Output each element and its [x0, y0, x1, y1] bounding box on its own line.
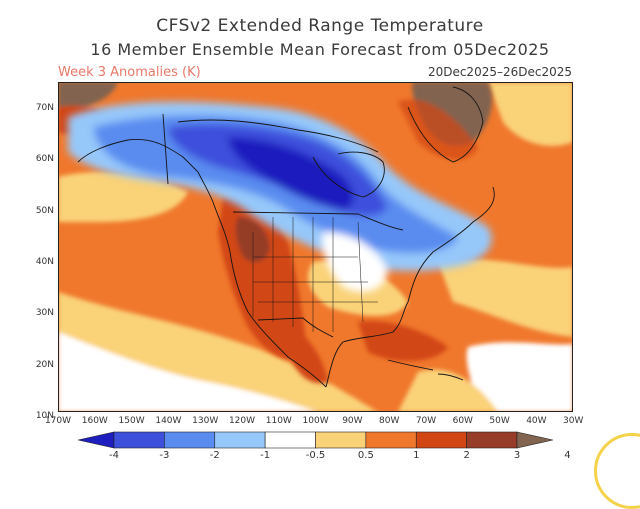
- colorbar-label: -0.5: [305, 450, 326, 461]
- lon-label: 50W: [489, 416, 510, 426]
- anomaly-greenland-red: [398, 99, 478, 160]
- colorbar-label: -2: [209, 450, 220, 461]
- anomaly-atlantic-yellow2: [398, 369, 498, 412]
- coastline-west: [212, 201, 327, 388]
- colorbar-segment: [415, 431, 467, 449]
- lon-label: 150W: [118, 416, 145, 426]
- anomaly-subtitle: Week 3 Anomalies (K): [58, 65, 201, 80]
- lon-label: 110W: [265, 416, 292, 426]
- lon-label: 120W: [228, 416, 256, 426]
- map-border: [58, 82, 573, 412]
- lat-label: 70N: [35, 103, 54, 113]
- lon-label: 70W: [415, 416, 437, 426]
- lon-label: 140W: [155, 416, 182, 426]
- coastline-greenland: [407, 86, 484, 163]
- lon-label: 30W: [563, 416, 584, 426]
- lon-label: 130W: [192, 416, 219, 426]
- border-us-mexico: [257, 317, 334, 338]
- lat-label: 20N: [35, 359, 54, 370]
- coastline-arctic: [177, 119, 379, 153]
- lat-label: 10N: [35, 410, 54, 421]
- lon-label: 170W: [44, 416, 72, 426]
- anomaly-pacific-light: [58, 172, 188, 222]
- colorbar-label: 2: [463, 450, 470, 461]
- lon-label: 100W: [302, 416, 329, 426]
- colorbar-label: -1: [260, 450, 271, 461]
- border-alaska: [162, 113, 169, 185]
- chart-title-line1: CFSv2 Extended Range Temperature: [156, 16, 484, 36]
- decorative-arc: [594, 433, 640, 509]
- map-svg: [58, 82, 573, 412]
- colorbar-label: -3: [159, 450, 170, 461]
- colorbar-label: 4: [564, 450, 571, 461]
- coastline-alaska: [77, 139, 214, 203]
- anomaly-mexico-red: [283, 322, 328, 384]
- colorbar-label: 3: [513, 450, 521, 461]
- anomaly-cold-deep: [228, 137, 354, 210]
- anomaly-atlantic-white: [466, 342, 573, 412]
- coastline-hudson: [312, 151, 385, 198]
- colorbar-segment: [264, 431, 316, 449]
- lat-label: 60N: [35, 154, 54, 165]
- lat-label: 50N: [35, 205, 54, 216]
- anomaly-top-right-light: [488, 82, 573, 146]
- colorbar-max-arrow: [516, 431, 553, 449]
- coastline-gulf: [325, 301, 409, 388]
- colorbar-segment: [315, 431, 367, 449]
- lat-label: 30N: [35, 308, 54, 319]
- chart-title-line2: 16 Member Ensemble Mean Forecast from 05…: [90, 40, 550, 59]
- anomaly-south-white: [58, 332, 318, 412]
- coastline-east: [407, 186, 495, 303]
- lon-label: 90W: [342, 416, 363, 426]
- lon-label: 160W: [81, 416, 108, 426]
- state-lines: [252, 217, 378, 332]
- lon-label: 60W: [452, 416, 473, 426]
- colorbar-label: 0.5: [357, 450, 374, 461]
- colorbar-segment: [214, 431, 266, 449]
- temperature-anomaly-map: [58, 82, 573, 412]
- lon-label: 80W: [379, 416, 400, 426]
- colorbar-segment: [365, 431, 417, 449]
- lon-label: 40W: [526, 416, 547, 426]
- colorbar-label: 1: [413, 450, 420, 461]
- border-us-canada: [232, 211, 404, 231]
- colorbar-segment: [466, 431, 518, 449]
- coastline-caribbean: [387, 359, 464, 381]
- colorbar-segment: [164, 431, 216, 449]
- anomaly-gulf-red: [358, 321, 448, 362]
- colorbar-label: -4: [109, 450, 119, 461]
- colorbar: [78, 431, 553, 449]
- colorbar-segment: [113, 431, 165, 449]
- lat-label: 40N: [35, 256, 54, 267]
- anomaly-east-us-white: [322, 232, 388, 292]
- anomaly-atlantic-light: [438, 259, 573, 337]
- anomaly-alaska-brown: [58, 82, 118, 110]
- date-range: 20Dec2025–26Dec2025: [427, 65, 572, 79]
- colorbar-min-arrow: [78, 431, 115, 449]
